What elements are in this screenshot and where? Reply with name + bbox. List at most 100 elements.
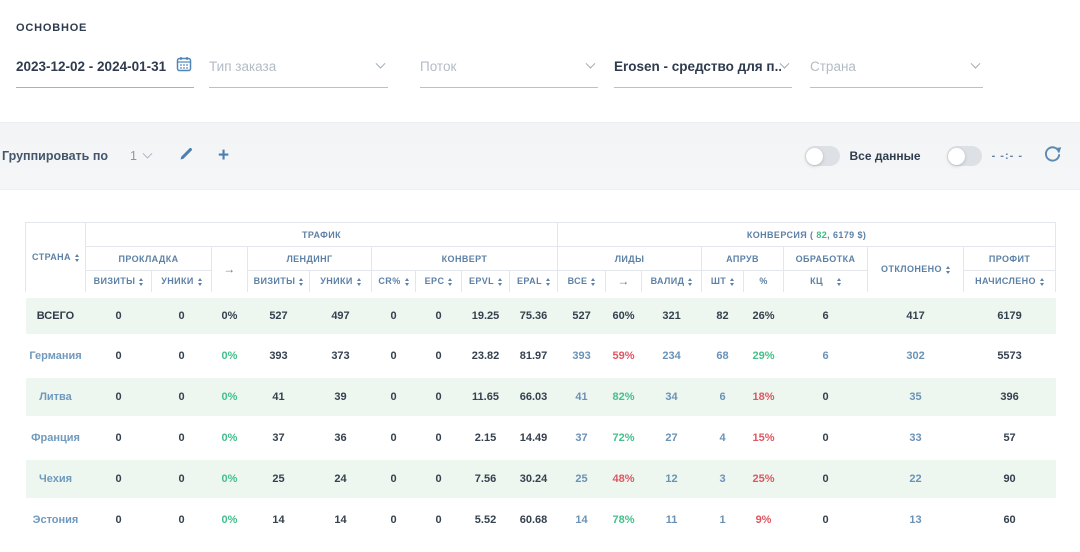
group-by-label: Группировать по	[2, 149, 108, 163]
value-cell: 19.25	[462, 295, 510, 336]
value-cell: 0	[86, 500, 152, 541]
calendar-icon[interactable]	[176, 56, 192, 77]
sort-icon	[198, 278, 202, 286]
value-cell: 393	[248, 336, 310, 377]
stats-table: СТРАНА ТРАФИК КОНВЕРСИЯ ( 82, 6179 $) ПР…	[25, 222, 1056, 542]
country-link[interactable]: Эстония	[26, 500, 86, 541]
col-header-accrued[interactable]: НАЧИСЛЕНО	[964, 271, 1056, 295]
time-toggle[interactable]	[947, 146, 982, 166]
value-cell: 3	[702, 459, 744, 500]
col-header-landing-visits[interactable]: ВИЗИТЫ	[248, 271, 310, 295]
value-cell: 0	[86, 418, 152, 459]
country-link[interactable]: Германия	[26, 336, 86, 377]
table-row: Литва000%41390011.6566.034182%34618%0353…	[26, 377, 1056, 418]
value-cell: 234	[642, 336, 702, 377]
value-cell: 302	[868, 336, 964, 377]
chevron-down-icon	[143, 148, 153, 158]
value-cell: 4	[702, 418, 744, 459]
value-cell: 23.82	[462, 336, 510, 377]
value-cell: 527	[558, 295, 606, 336]
value-cell: 0%	[212, 500, 248, 541]
group-by-select[interactable]: 1	[130, 149, 155, 163]
add-group-button[interactable]: +	[218, 149, 229, 163]
table-row: Франция000%3736002.1514.493772%27415%033…	[26, 418, 1056, 459]
refresh-button[interactable]	[1043, 144, 1062, 168]
value-cell: 60.68	[510, 500, 558, 541]
value-cell: 0	[416, 459, 462, 500]
value-cell: 0	[152, 377, 212, 418]
value-cell: 6	[784, 336, 868, 377]
sort-icon	[730, 278, 734, 286]
value-cell: 27	[642, 418, 702, 459]
col-header-leads-all[interactable]: ВСЕ	[558, 271, 606, 295]
value-cell: 29%	[744, 336, 784, 377]
value-cell: 48%	[606, 459, 642, 500]
value-cell: 0	[86, 336, 152, 377]
col-header-padding-uniques[interactable]: УНИКИ	[152, 271, 212, 295]
value-cell: 0	[416, 418, 462, 459]
stats-table-wrap: СТРАНА ТРАФИК КОНВЕРСИЯ ( 82, 6179 $) ПР…	[0, 190, 1080, 542]
value-cell: 35	[868, 377, 964, 418]
col-header-kc[interactable]: КЦ	[784, 271, 868, 295]
value-cell: 37	[558, 418, 606, 459]
country-link[interactable]: Литва	[26, 377, 86, 418]
value-cell: 1	[702, 500, 744, 541]
group-header-conversion: КОНВЕРСИЯ ( 82, 6179 $)	[558, 223, 1056, 247]
all-data-toggle[interactable]	[805, 146, 840, 166]
col-header-epvl[interactable]: EPVL	[462, 271, 510, 295]
value-cell: 0	[416, 295, 462, 336]
col-header-declined[interactable]: ОТКЛОНЕНО	[868, 247, 964, 295]
group-header-leads: ЛИДЫ	[558, 247, 702, 271]
value-cell: 0	[784, 459, 868, 500]
sort-icon	[1040, 278, 1044, 286]
refresh-icon	[1043, 144, 1062, 163]
value-cell: 60%	[606, 295, 642, 336]
all-data-label: Все данные	[850, 149, 921, 163]
value-cell: 0	[152, 295, 212, 336]
col-header-cr[interactable]: CR%	[372, 271, 416, 295]
value-cell: 9%	[744, 500, 784, 541]
col-header-epal[interactable]: EPAL	[510, 271, 558, 295]
value-cell: 2.15	[462, 418, 510, 459]
value-cell: 0	[372, 295, 416, 336]
col-header-landing-uniques[interactable]: УНИКИ	[310, 271, 372, 295]
group-header-convert: КОНВЕРТ	[372, 247, 558, 271]
value-cell: 417	[868, 295, 964, 336]
sort-icon	[75, 254, 79, 262]
offer-select[interactable]: Erosen - средство для п...	[614, 58, 792, 88]
date-range-field[interactable]: 2023-12-02 - 2024-01-31	[16, 58, 194, 88]
col-header-approve-qty[interactable]: ШТ	[702, 271, 744, 295]
col-header-country[interactable]: СТРАНА	[26, 223, 86, 295]
sort-icon	[837, 278, 841, 286]
col-header-traffic-arrow: →	[212, 247, 248, 295]
filters-card: ОСНОВНОЕ 2023-12-02 - 2024-01-31 Тип зак…	[0, 0, 1080, 122]
table-row: ВСЕГО000%5274970019.2575.3652760%3218226…	[26, 295, 1056, 336]
value-cell: 36	[310, 418, 372, 459]
value-cell: 30.24	[510, 459, 558, 500]
toolbar: Группировать по 1 + Все данные - -:- -	[0, 122, 1080, 190]
group-header-padding: ПРОКЛАДКА	[86, 247, 212, 271]
plus-icon: +	[218, 149, 229, 163]
order-type-select[interactable]: Тип заказа	[209, 58, 388, 88]
country-select[interactable]: Страна	[810, 58, 983, 88]
value-cell: 68	[702, 336, 744, 377]
col-header-leads-valid[interactable]: ВАЛИД	[642, 271, 702, 295]
col-header-epc[interactable]: EPC	[416, 271, 462, 295]
sort-icon	[139, 278, 143, 286]
value-cell: 5573	[964, 336, 1056, 377]
value-cell: 0	[86, 377, 152, 418]
col-header-padding-visits[interactable]: ВИЗИТЫ	[86, 271, 152, 295]
value-cell: 0	[152, 459, 212, 500]
edit-group-button[interactable]	[179, 146, 194, 166]
country-link[interactable]: Франция	[26, 418, 86, 459]
value-cell: 12	[642, 459, 702, 500]
value-cell: 14	[310, 500, 372, 541]
value-cell: 6	[702, 377, 744, 418]
value-cell: 24	[310, 459, 372, 500]
value-cell: 7.56	[462, 459, 510, 500]
value-cell: 497	[310, 295, 372, 336]
date-range-value: 2023-12-02 - 2024-01-31	[16, 59, 166, 74]
value-cell: 39	[310, 377, 372, 418]
flow-select[interactable]: Поток	[420, 58, 598, 88]
country-link[interactable]: Чехия	[26, 459, 86, 500]
